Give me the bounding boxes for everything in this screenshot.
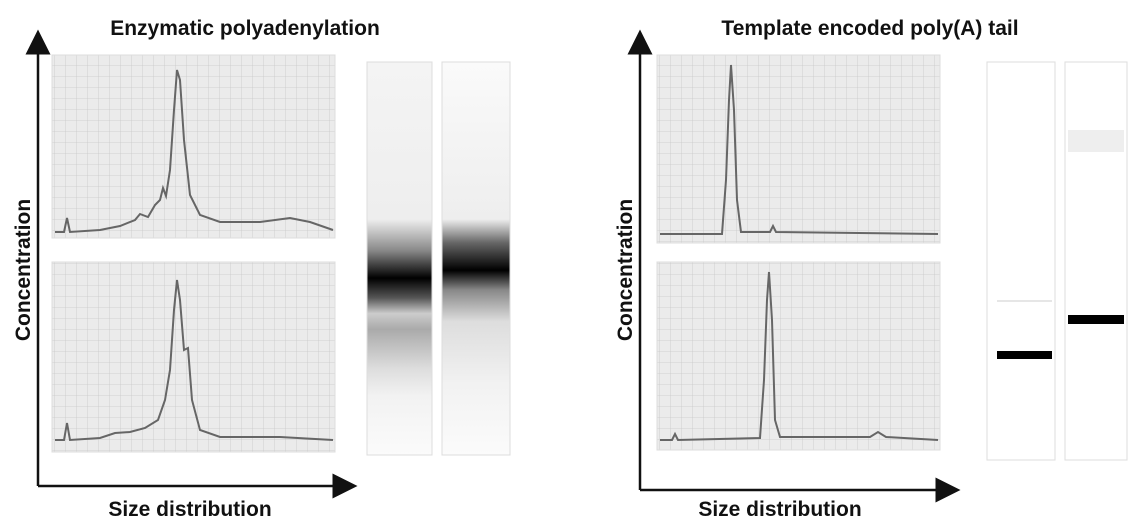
panel-left: Enzymatic polyadenylation Concentration … [12,17,510,521]
x-axis-label: Size distribution [108,498,271,521]
electropherogram [52,55,335,238]
electropherogram [657,55,940,243]
x-axis-label: Size distribution [698,498,861,521]
figure: Enzymatic polyadenylation Concentration … [0,0,1130,521]
gel-lane [442,62,510,455]
faint-band [1068,130,1124,152]
electropherogram [657,262,940,450]
panel-title: Template encoded poly(A) tail [721,17,1018,40]
gel-lane [987,62,1055,460]
gel-lane [367,62,432,455]
y-axis-label: Concentration [12,199,35,341]
gel-band [1068,315,1124,324]
panel-right: Template encoded poly(A) tail Concentrat… [614,17,1127,521]
gel-lane [1065,62,1127,460]
panel-title: Enzymatic polyadenylation [110,17,380,40]
electropherogram [52,262,335,452]
y-axis-label: Concentration [614,199,637,341]
gel-band [997,351,1052,359]
